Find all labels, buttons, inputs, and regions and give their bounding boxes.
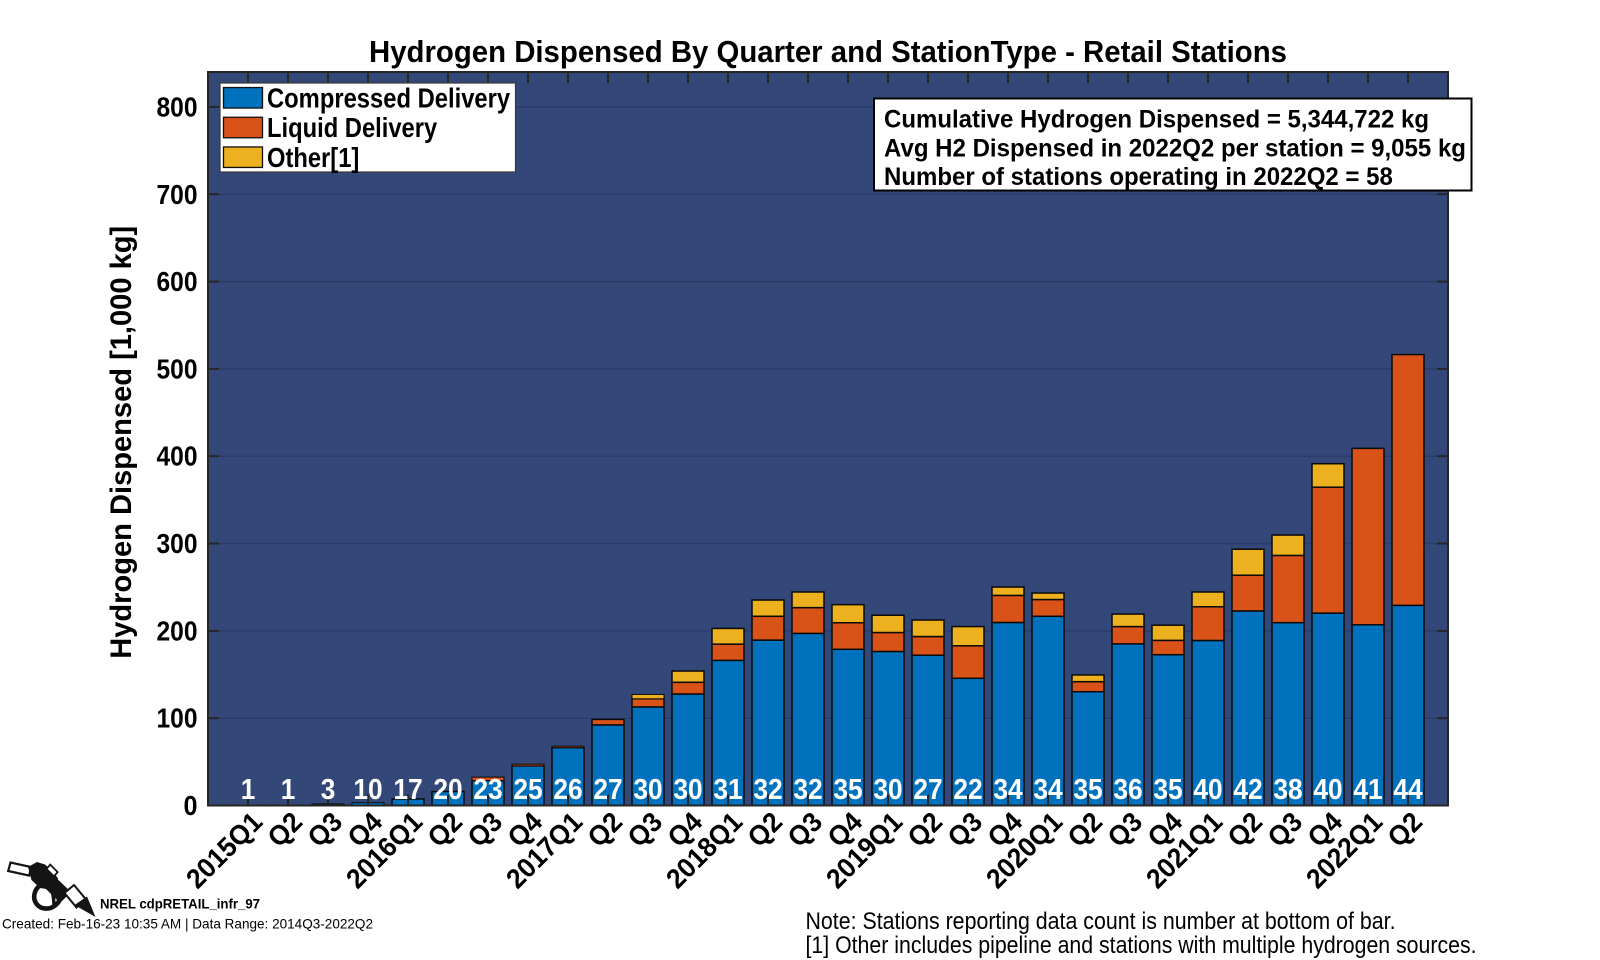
- svg-text:200: 200: [157, 615, 198, 646]
- svg-text:44: 44: [1393, 774, 1422, 806]
- svg-text:1: 1: [241, 774, 256, 806]
- svg-text:500: 500: [157, 353, 198, 384]
- svg-text:34: 34: [1033, 774, 1062, 806]
- svg-text:31: 31: [713, 774, 742, 806]
- svg-text:Number of stations operating i: Number of stations operating in 2022Q2 =…: [884, 163, 1393, 191]
- svg-text:600: 600: [157, 266, 198, 297]
- svg-text:Cumulative Hydrogen Dispensed: Cumulative Hydrogen Dispensed = 5,344,72…: [884, 106, 1429, 134]
- svg-text:23: 23: [473, 774, 502, 806]
- svg-text:Note: Stations reporting data: Note: Stations reporting data count is n…: [806, 908, 1396, 935]
- svg-text:25: 25: [513, 774, 542, 806]
- svg-text:10: 10: [353, 774, 382, 806]
- svg-text:NREL cdpRETAIL_infr_97: NREL cdpRETAIL_infr_97: [100, 896, 260, 912]
- svg-text:800: 800: [157, 91, 198, 122]
- svg-text:0: 0: [184, 790, 198, 821]
- svg-text:36: 36: [1113, 774, 1142, 806]
- svg-text:40: 40: [1313, 774, 1342, 806]
- svg-text:100: 100: [157, 703, 198, 734]
- svg-text:35: 35: [1153, 774, 1182, 806]
- svg-text:3: 3: [321, 774, 336, 806]
- svg-text:400: 400: [157, 441, 198, 472]
- svg-text:38: 38: [1273, 774, 1302, 806]
- svg-text:30: 30: [673, 774, 702, 806]
- svg-text:35: 35: [833, 774, 862, 806]
- svg-text:30: 30: [873, 774, 902, 806]
- svg-text:22: 22: [953, 774, 982, 806]
- svg-text:32: 32: [793, 774, 822, 806]
- svg-text:[1] Other includes pipeline an: [1] Other includes pipeline and stations…: [806, 932, 1477, 959]
- svg-text:20: 20: [433, 774, 462, 806]
- svg-text:30: 30: [633, 774, 662, 806]
- svg-text:27: 27: [913, 774, 942, 806]
- svg-text:700: 700: [157, 179, 198, 210]
- svg-text:32: 32: [753, 774, 782, 806]
- svg-text:300: 300: [157, 528, 198, 559]
- svg-text:42: 42: [1233, 774, 1262, 806]
- svg-text:26: 26: [553, 774, 582, 806]
- svg-text:Hydrogen Dispensed By Quarter: Hydrogen Dispensed By Quarter and Statio…: [369, 34, 1287, 69]
- svg-text:41: 41: [1353, 774, 1382, 806]
- svg-text:Hydrogen Dispensed [1,000 kg]: Hydrogen Dispensed [1,000 kg]: [105, 226, 138, 659]
- svg-text:27: 27: [593, 774, 622, 806]
- svg-text:35: 35: [1073, 774, 1102, 806]
- svg-text:Avg H2 Dispensed in 2022Q2 per: Avg H2 Dispensed in 2022Q2 per station =…: [884, 134, 1466, 162]
- svg-text:Created: Feb-16-23 10:35 AM |: Created: Feb-16-23 10:35 AM | Data Range…: [2, 915, 373, 931]
- svg-text:34: 34: [993, 774, 1022, 806]
- svg-text:Compressed Delivery: Compressed Delivery: [267, 83, 510, 114]
- svg-text:1: 1: [281, 774, 296, 806]
- svg-text:17: 17: [393, 774, 422, 806]
- svg-text:40: 40: [1193, 774, 1222, 806]
- svg-text:Liquid Delivery: Liquid Delivery: [267, 112, 438, 143]
- svg-text:Other[1]: Other[1]: [267, 142, 359, 173]
